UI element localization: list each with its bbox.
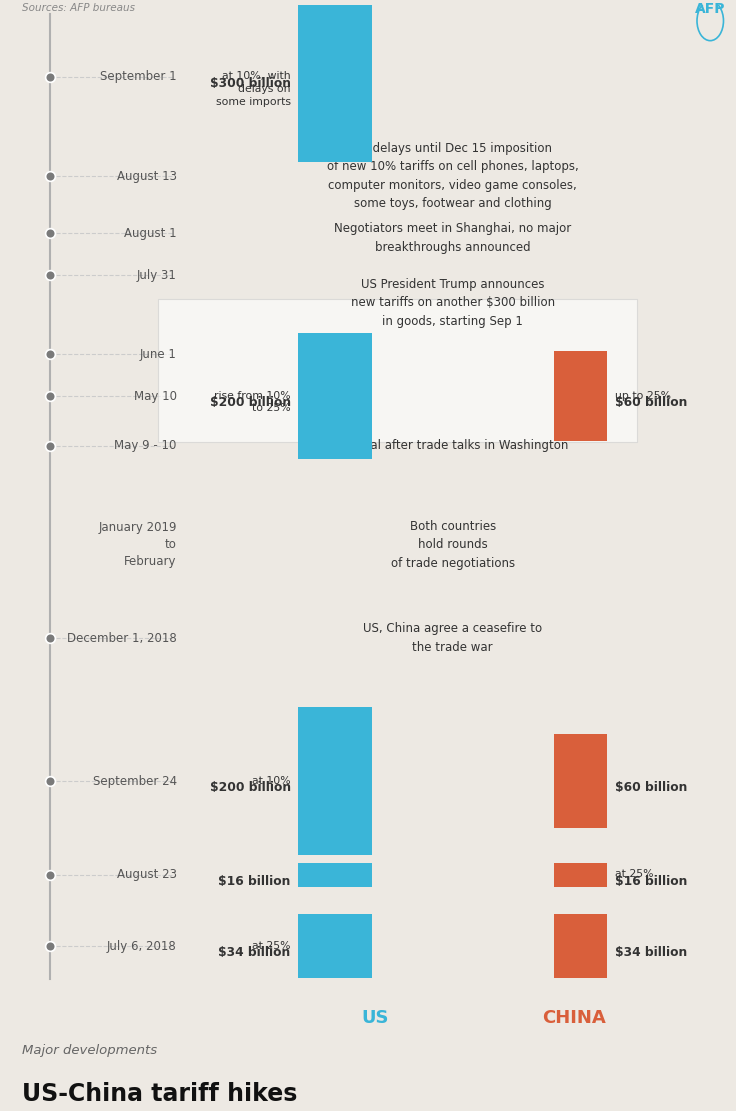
- Text: at 25%: at 25%: [252, 941, 291, 951]
- FancyBboxPatch shape: [298, 862, 372, 887]
- Text: May 9 - 10: May 9 - 10: [114, 439, 177, 452]
- Text: at 25%: at 25%: [615, 869, 653, 879]
- Text: September 24: September 24: [93, 774, 177, 788]
- Text: Both countries
hold rounds
of trade negotiations: Both countries hold rounds of trade nego…: [391, 520, 514, 570]
- FancyBboxPatch shape: [298, 0, 372, 162]
- Text: September 1: September 1: [100, 70, 177, 83]
- Text: $200 billion: $200 billion: [210, 397, 291, 409]
- Text: $200 billion: $200 billion: [210, 781, 291, 794]
- Text: rise from 10%
to 25%: rise from 10% to 25%: [214, 391, 291, 413]
- Text: Sources: AFP bureaus: Sources: AFP bureaus: [22, 3, 135, 13]
- Text: May 10: May 10: [134, 390, 177, 402]
- Text: $16 billion: $16 billion: [615, 875, 687, 888]
- Text: July 6, 2018: July 6, 2018: [107, 940, 177, 953]
- Text: AFP: AFP: [695, 2, 726, 17]
- Text: August 23: August 23: [116, 868, 177, 881]
- Text: CHINA: CHINA: [542, 1009, 606, 1027]
- Text: $300 billion: $300 billion: [210, 77, 291, 90]
- Text: US, China agree a ceasefire to
the trade war: US, China agree a ceasefire to the trade…: [363, 622, 542, 654]
- Text: August 13: August 13: [116, 170, 177, 182]
- FancyBboxPatch shape: [298, 914, 372, 978]
- FancyBboxPatch shape: [554, 351, 607, 441]
- Text: No deal after trade talks in Washington: No deal after trade talks in Washington: [336, 439, 569, 452]
- Text: at 10%: at 10%: [252, 775, 291, 785]
- Text: $16 billion: $16 billion: [219, 875, 291, 888]
- FancyBboxPatch shape: [554, 862, 607, 887]
- Text: $60 billion: $60 billion: [615, 781, 687, 794]
- Text: US delays until Dec 15 imposition
of new 10% tariffs on cell phones, laptops,
co: US delays until Dec 15 imposition of new…: [327, 142, 578, 210]
- Text: July 31: July 31: [137, 269, 177, 281]
- FancyBboxPatch shape: [298, 333, 372, 459]
- FancyBboxPatch shape: [158, 299, 637, 442]
- Text: at 10%, with
delays on
some imports: at 10%, with delays on some imports: [216, 71, 291, 107]
- FancyBboxPatch shape: [554, 734, 607, 828]
- Text: December 1, 2018: December 1, 2018: [67, 632, 177, 644]
- Text: US-China tariff hikes: US-China tariff hikes: [22, 1082, 297, 1105]
- Text: Negotiators meet in Shanghai, no major
breakthroughs announced

US President Tru: Negotiators meet in Shanghai, no major b…: [334, 222, 571, 328]
- Text: $60 billion: $60 billion: [615, 397, 687, 409]
- Text: $34 billion: $34 billion: [615, 947, 687, 960]
- Text: August 1: August 1: [124, 227, 177, 240]
- Text: US: US: [361, 1009, 389, 1027]
- FancyBboxPatch shape: [554, 914, 607, 978]
- Text: up to 25%: up to 25%: [615, 391, 670, 401]
- Text: January 2019
to
February: January 2019 to February: [98, 521, 177, 568]
- FancyBboxPatch shape: [298, 707, 372, 855]
- Text: Major developments: Major developments: [22, 1044, 158, 1058]
- Text: June 1: June 1: [140, 348, 177, 361]
- Text: $34 billion: $34 billion: [219, 947, 291, 960]
